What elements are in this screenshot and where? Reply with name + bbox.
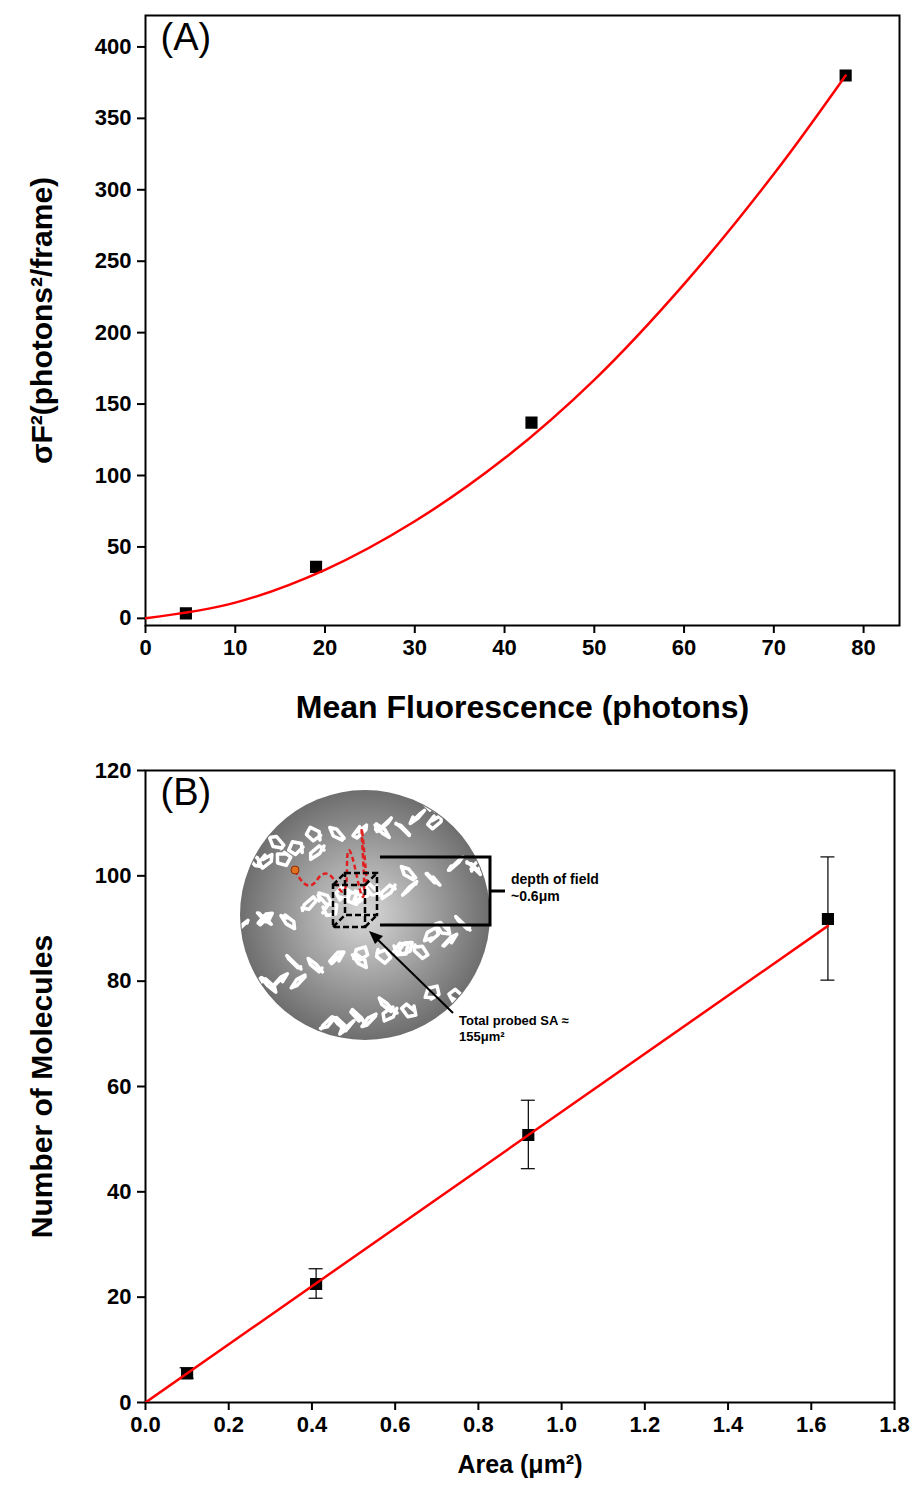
html-text:depth of field ~0.6μm: depth of field ~0.6μm (511, 871, 599, 904)
svg-text:1.0: 1.0 (546, 1412, 577, 1437)
svg-text:1.2: 1.2 (630, 1412, 661, 1437)
svg-text:1.6: 1.6 (796, 1412, 827, 1437)
svg-text:60: 60 (107, 1074, 131, 1099)
svg-text:σF²(photons²/frame): σF²(photons²/frame) (25, 177, 58, 464)
svg-text:20: 20 (107, 1284, 131, 1309)
svg-text:0.2: 0.2 (213, 1412, 244, 1437)
svg-text:350: 350 (95, 105, 132, 130)
html-text:Total probed SA ≈ 155μm²: Total probed SA ≈ 155μm² (459, 1013, 569, 1044)
svg-text:20: 20 (313, 635, 337, 660)
svg-text:300: 300 (95, 177, 132, 202)
svg-text:1.8: 1.8 (879, 1412, 910, 1437)
svg-text:50: 50 (107, 534, 131, 559)
svg-text:(B): (B) (161, 771, 212, 813)
svg-text:0.4: 0.4 (297, 1412, 328, 1437)
svg-text:40: 40 (492, 635, 516, 660)
svg-text:70: 70 (762, 635, 786, 660)
svg-text:50: 50 (582, 635, 606, 660)
svg-text:250: 250 (95, 248, 132, 273)
svg-text:Area (μm²): Area (μm²) (457, 1450, 582, 1478)
svg-text:0.6: 0.6 (380, 1412, 411, 1437)
svg-text:120: 120 (95, 758, 132, 783)
svg-text:400: 400 (95, 34, 132, 59)
svg-text:100: 100 (95, 863, 132, 888)
svg-text:0: 0 (119, 605, 131, 630)
svg-text:30: 30 (403, 635, 427, 660)
svg-text:0: 0 (119, 1390, 131, 1415)
svg-text:100: 100 (95, 463, 132, 488)
svg-text:(A): (A) (161, 16, 212, 58)
svg-text:60: 60 (672, 635, 696, 660)
svg-text:80: 80 (107, 968, 131, 993)
svg-text:200: 200 (95, 320, 132, 345)
svg-text:Mean Fluorescence (photons): Mean Fluorescence (photons) (296, 689, 749, 725)
svg-text:150: 150 (95, 391, 132, 416)
svg-text:0.0: 0.0 (130, 1412, 161, 1437)
svg-text:1.4: 1.4 (713, 1412, 744, 1437)
svg-text:0: 0 (139, 635, 151, 660)
svg-text:Number of Molecules: Number of Molecules (25, 935, 58, 1238)
svg-text:10: 10 (223, 635, 247, 660)
svg-text:40: 40 (107, 1179, 131, 1204)
svg-text:80: 80 (851, 635, 875, 660)
svg-text:0.8: 0.8 (463, 1412, 494, 1437)
